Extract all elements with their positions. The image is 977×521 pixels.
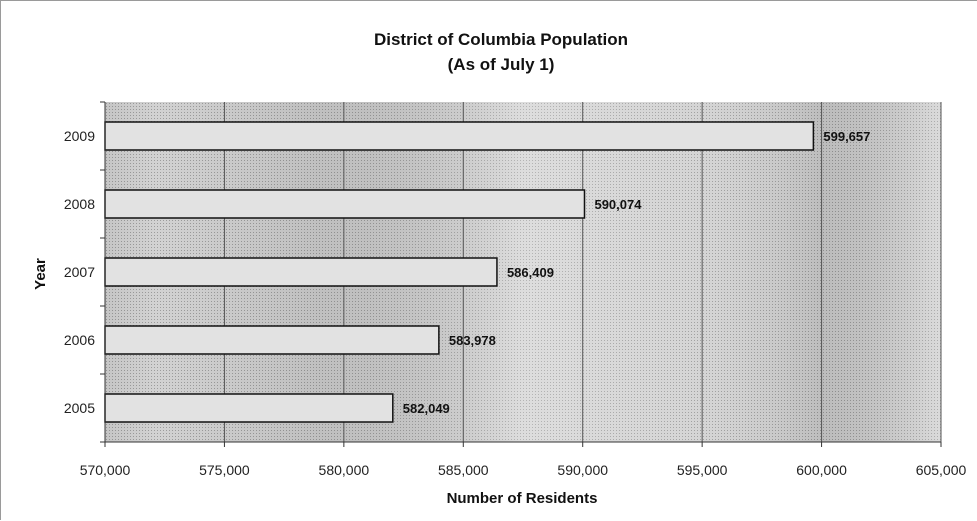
data-label-2007: 586,409 xyxy=(507,265,554,280)
x-tick-label: 590,000 xyxy=(557,462,608,478)
x-tick-label: 575,000 xyxy=(199,462,250,478)
bars xyxy=(104,121,815,423)
y-tick-label: 2005 xyxy=(64,400,95,416)
x-tick-label: 580,000 xyxy=(319,462,370,478)
x-tick-label: 585,000 xyxy=(438,462,489,478)
data-labels: 599,657 590,074 586,409 583,978 582,049 xyxy=(403,129,871,416)
x-axis-title: Number of Residents xyxy=(447,490,598,507)
y-tick-labels: 2009 2008 2007 2006 2005 xyxy=(64,128,95,416)
bar-2006 xyxy=(104,325,440,355)
bar-2008 xyxy=(104,189,586,219)
bar-2007 xyxy=(104,257,498,287)
axes xyxy=(100,101,942,447)
data-label-2005: 582,049 xyxy=(403,401,450,416)
y-tick-label: 2008 xyxy=(64,196,95,212)
chart-title: District of Columbia Population xyxy=(374,30,628,49)
y-axis-title: Year xyxy=(32,258,49,290)
data-label-2006: 583,978 xyxy=(449,333,496,348)
bar-2009 xyxy=(104,121,815,151)
x-tick-labels: 570,000 575,000 580,000 585,000 590,000 595,0… xyxy=(80,462,967,478)
x-tick-label: 570,000 xyxy=(80,462,131,478)
y-tick-label: 2009 xyxy=(64,128,95,144)
x-tick-label: 605,000 xyxy=(916,462,967,478)
bar-2005 xyxy=(104,393,394,423)
x-tick-label: 600,000 xyxy=(796,462,847,478)
y-tick-label: 2007 xyxy=(64,264,95,280)
y-tick-label: 2006 xyxy=(64,332,95,348)
data-label-2008: 590,074 xyxy=(594,197,642,212)
chart-subtitle: (As of July 1) xyxy=(448,55,555,74)
x-tick-label: 595,000 xyxy=(677,462,728,478)
data-label-2009: 599,657 xyxy=(823,129,870,144)
